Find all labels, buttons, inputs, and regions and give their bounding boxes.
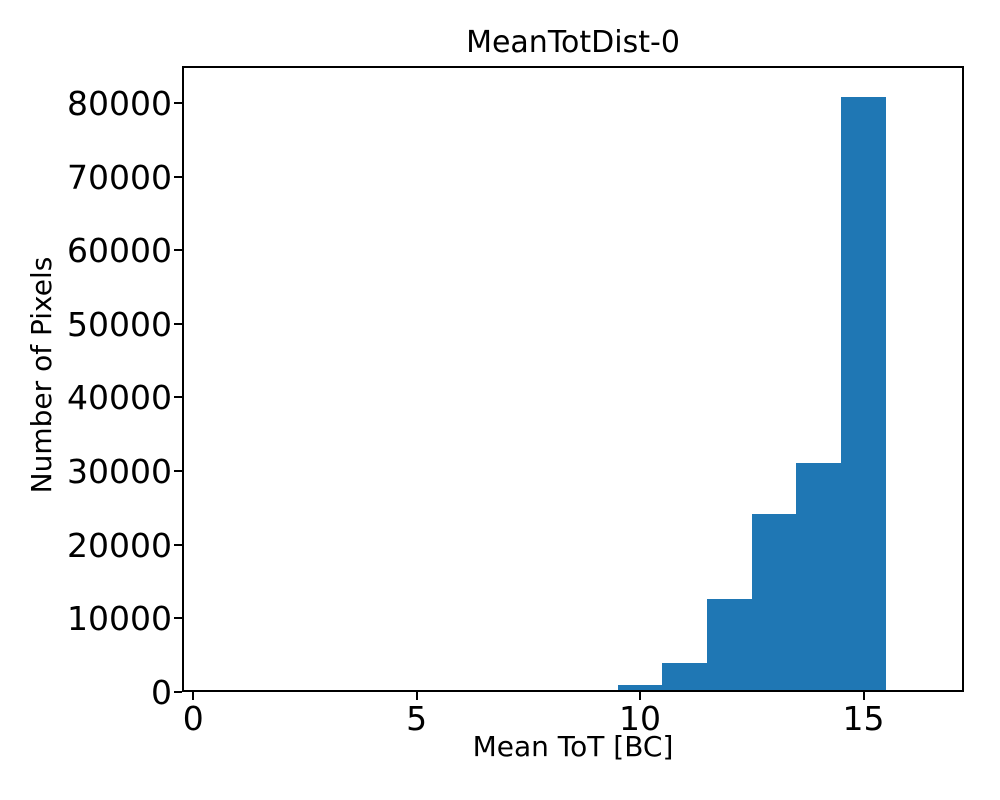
y-tick-label: 80000 [67, 83, 172, 123]
histogram-bar [617, 685, 663, 692]
histogram-bar [841, 96, 886, 692]
histogram-bar [796, 463, 842, 692]
y-tick-mark [174, 249, 182, 252]
y-axis-label: Number of Pixels [25, 256, 58, 494]
y-tick-mark [174, 617, 182, 620]
y-tick-mark [174, 396, 182, 399]
y-tick-label: 60000 [67, 231, 172, 271]
y-tick-label: 10000 [67, 599, 172, 639]
x-tick-label: 15 [842, 699, 885, 738]
y-tick-mark [174, 691, 182, 693]
histogram-bar [751, 513, 797, 692]
x-axis-label: Mean ToT [BC] [472, 730, 674, 763]
x-tick-mark [415, 692, 418, 700]
y-tick-mark [174, 470, 182, 473]
chart-title: MeanTotDist-0 [466, 25, 680, 60]
histogram-bar [573, 689, 618, 692]
y-tick-mark [174, 101, 182, 104]
x-tick-label: 10 [619, 699, 661, 738]
y-tick-label: 70000 [67, 157, 172, 197]
y-tick-label: 0 [151, 673, 172, 712]
x-tick-mark [639, 692, 641, 700]
y-tick-label: 40000 [67, 378, 172, 418]
x-tick-label: 0 [182, 699, 204, 738]
y-tick-mark [174, 175, 182, 178]
y-tick-mark [174, 543, 182, 546]
plot-area [182, 66, 964, 692]
y-tick-label: 50000 [67, 304, 172, 344]
x-tick-mark [862, 692, 865, 700]
histogram-bar [662, 662, 708, 692]
x-tick-label: 5 [406, 699, 428, 738]
y-tick-label: 20000 [67, 525, 172, 565]
y-tick-mark [174, 322, 182, 325]
y-tick-label: 30000 [67, 452, 172, 492]
x-tick-mark [192, 692, 195, 700]
histogram-bar [707, 598, 752, 692]
